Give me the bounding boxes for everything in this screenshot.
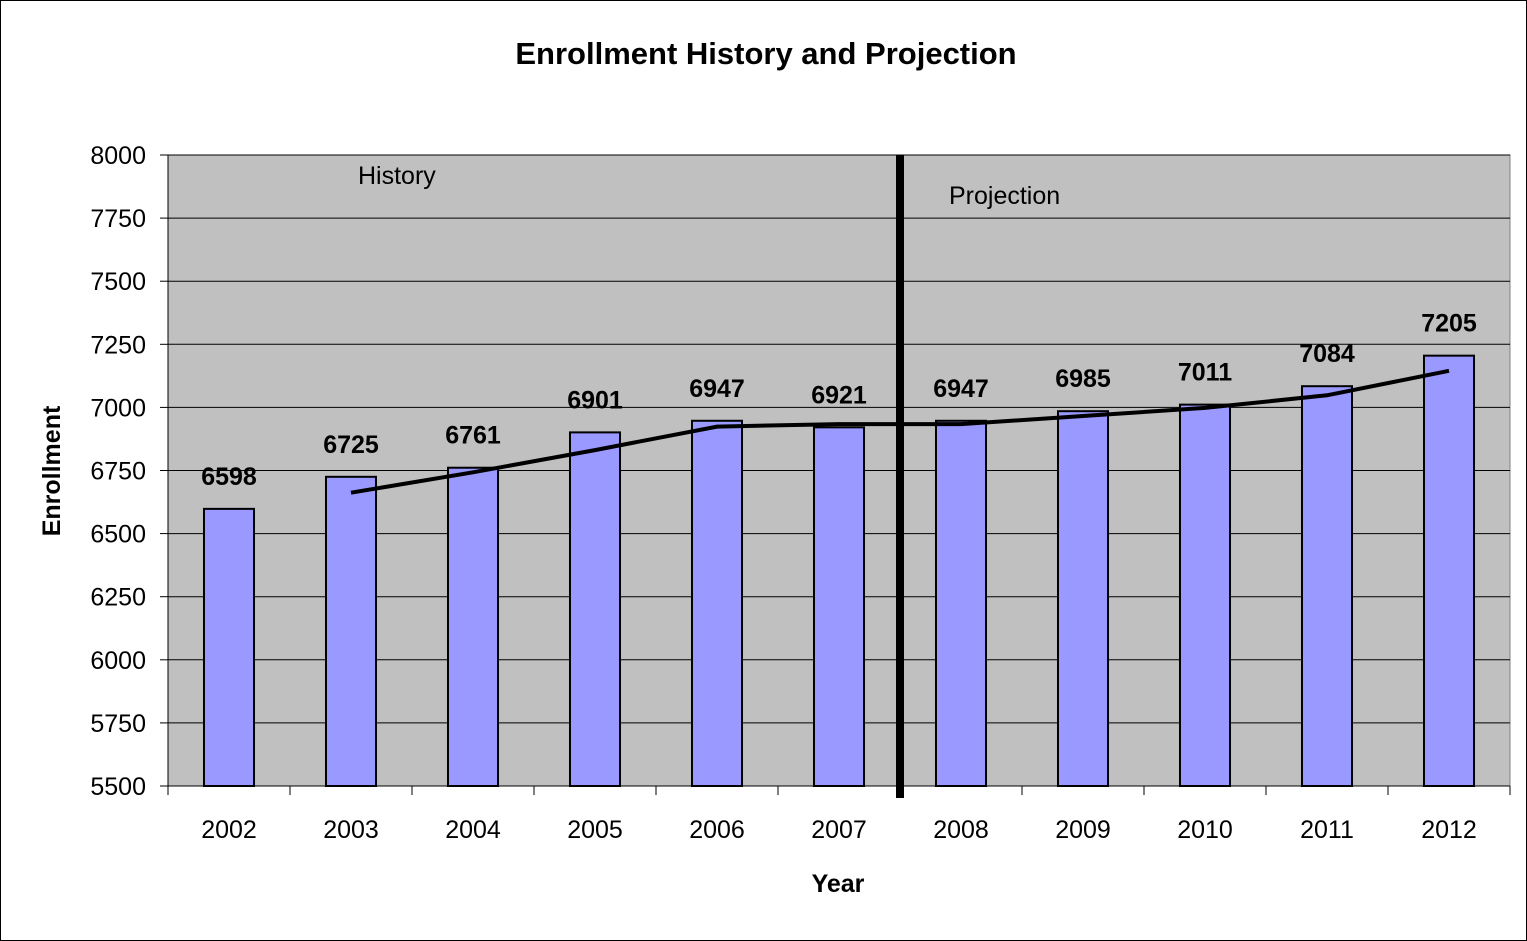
x-tick-label: 2002 (201, 816, 257, 844)
x-tick-label: 2010 (1177, 816, 1233, 844)
y-tick-label: 7250 (90, 331, 146, 359)
y-axis-tick-labels: 5500 5750 6000 6250 6500 6750 7000 7250 7500 7750… (90, 142, 146, 801)
bar-2011 (1300, 385, 1354, 787)
bar-2005 (568, 431, 622, 787)
bar-2007 (812, 426, 866, 787)
history-label: History (358, 162, 436, 190)
y-tick-label: 6750 (90, 458, 146, 486)
y-tick-label: 6250 (90, 584, 146, 612)
x-tick-label: 2005 (567, 816, 623, 844)
y-tick-label: 8000 (90, 142, 146, 170)
data-label: 7011 (1178, 359, 1232, 387)
x-axis-title: Year (812, 870, 865, 898)
data-label: 7205 (1421, 310, 1477, 338)
data-label: 6947 (689, 375, 745, 403)
x-tick-label: 2011 (1300, 816, 1354, 844)
bar-2010 (1178, 403, 1232, 787)
projection-label: Projection (949, 182, 1060, 210)
data-label: 6947 (933, 375, 989, 403)
data-label: 6598 (201, 463, 257, 491)
data-label: 6761 (445, 422, 501, 450)
data-label: 6921 (811, 381, 867, 409)
data-label: 7084 (1299, 340, 1355, 368)
y-tick-label: 7500 (90, 268, 146, 296)
x-tick-label: 2008 (933, 816, 989, 844)
x-tick-label: 2009 (1055, 816, 1111, 844)
bar-2006 (690, 419, 744, 787)
axes (160, 154, 1511, 795)
bar-2008 (934, 419, 988, 787)
bar-2009 (1056, 410, 1110, 787)
x-tick-label: 2006 (689, 816, 745, 844)
data-label: 6985 (1055, 365, 1111, 393)
y-axis-title: Enrollment (38, 405, 66, 536)
y-tick-label: 6000 (90, 647, 146, 675)
bar-2004 (446, 466, 500, 787)
chart-title: Enrollment History and Projection (515, 36, 1016, 71)
bar-2002 (202, 507, 256, 787)
data-labels: 6598 6725 6761 6901 6947 6921 6947 6985 7011 7084… (201, 310, 1477, 491)
y-tick-label: 6500 (90, 521, 146, 549)
y-tick-label: 5500 (90, 773, 146, 801)
x-tick-label: 2004 (445, 816, 501, 844)
x-tick-label: 2003 (323, 816, 379, 844)
x-axis-tick-labels: 2002 2003 2004 2005 2006 2007 2008 2009 2010 2011… (201, 816, 1477, 844)
y-tick-label: 7000 (90, 394, 146, 422)
bar-2012 (1422, 354, 1476, 787)
x-tick-label: 2012 (1421, 816, 1477, 844)
data-label: 6901 (567, 386, 623, 414)
y-tick-label: 5750 (90, 710, 146, 738)
x-tick-label: 2007 (811, 816, 867, 844)
bar-2003 (324, 475, 378, 787)
y-tick-label: 7750 (90, 205, 146, 233)
data-label: 6725 (323, 431, 379, 459)
